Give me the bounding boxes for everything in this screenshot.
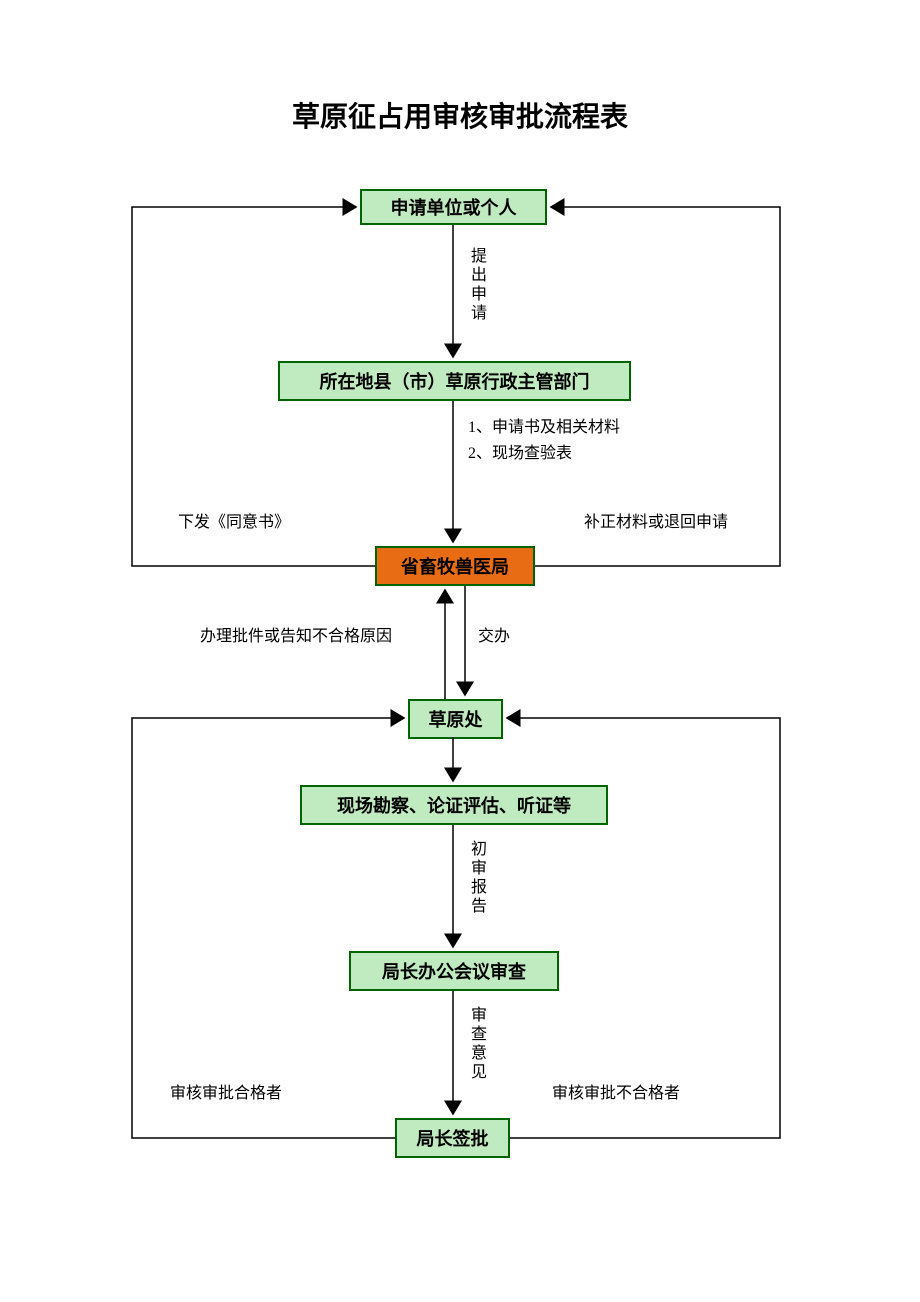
node-label: 所在地县（市）草原行政主管部门 [320, 368, 590, 394]
label-review: 审查意见 [464, 1006, 488, 1082]
label-issue-consent: 下发《同意书》 [178, 511, 290, 535]
node-local-dept: 所在地县（市）草原行政主管部门 [278, 361, 631, 401]
label-unqualified: 审核审批不合格者 [552, 1082, 680, 1106]
label-submit: 提出申请 [464, 247, 488, 323]
label-process: 办理批件或告知不合格原因 [200, 625, 392, 649]
node-grassland-div: 草原处 [408, 699, 503, 739]
node-applicant: 申请单位或个人 [360, 189, 547, 225]
label-materials-1: 1、申请书及相关材料 [468, 416, 620, 440]
label-qualified: 审核审批合格者 [170, 1082, 282, 1106]
label-assign: 交办 [478, 625, 510, 649]
label-materials-2: 2、现场查验表 [468, 442, 572, 466]
node-label: 现场勘察、论证评估、听证等 [337, 792, 571, 818]
page-title: 草原征占用审核审批流程表 [0, 95, 920, 135]
node-label: 局长办公会议审查 [382, 958, 526, 984]
node-director-meeting: 局长办公会议审查 [349, 951, 559, 991]
node-label: 草原处 [429, 706, 483, 732]
node-label: 局长签批 [417, 1125, 489, 1151]
node-provincial-bureau: 省畜牧兽医局 [375, 546, 535, 586]
node-site-survey: 现场勘察、论证评估、听证等 [300, 785, 608, 825]
node-label: 省畜牧兽医局 [401, 553, 509, 579]
label-prelim: 初审报告 [464, 840, 488, 916]
node-director-approve: 局长签批 [395, 1118, 510, 1158]
node-label: 申请单位或个人 [391, 194, 517, 220]
flowchart-page: 草原征占用审核审批流程表 申请单位或个人 所在地县（市）草原行政主管部门 省畜牧… [0, 0, 920, 1302]
label-return: 补正材料或退回申请 [584, 511, 728, 535]
